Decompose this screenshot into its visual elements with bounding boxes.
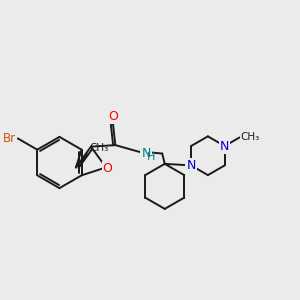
Text: CH₃: CH₃ — [241, 132, 260, 142]
Text: Br: Br — [3, 132, 16, 145]
Text: N: N — [220, 140, 230, 152]
Text: N: N — [186, 159, 196, 172]
Text: H: H — [147, 152, 155, 162]
Text: N: N — [141, 147, 151, 160]
Text: O: O — [108, 110, 118, 123]
Text: CH₃: CH₃ — [89, 143, 108, 153]
Text: O: O — [103, 161, 112, 175]
